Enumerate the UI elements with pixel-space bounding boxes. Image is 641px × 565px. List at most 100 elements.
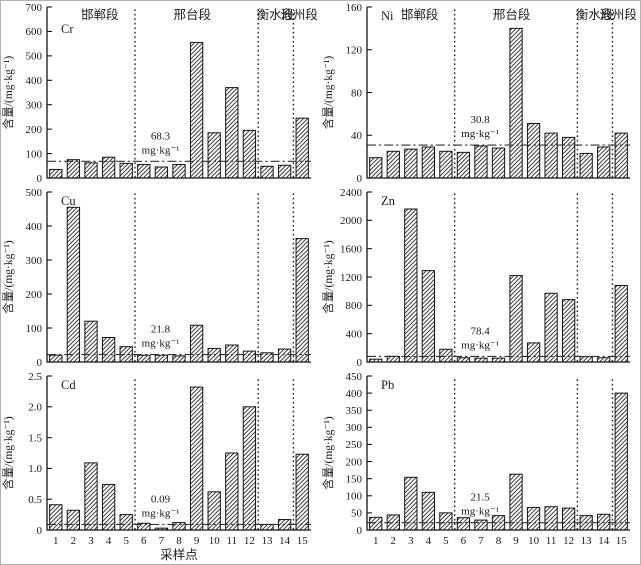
bar-ni-8 — [491, 147, 506, 179]
x-tick-label-pb: 14 — [598, 535, 610, 547]
bar-ni-13 — [579, 152, 593, 179]
reference-unit-label-cu: mg·kg⁻¹ — [142, 338, 180, 350]
bar-cu-6 — [137, 354, 151, 363]
y-tick-label-ni: 80 — [351, 87, 363, 99]
bar-cr-3 — [84, 162, 98, 179]
bar-ni-10 — [526, 122, 541, 179]
y-tick-label-pb: 250 — [346, 439, 363, 451]
bar-cu-1 — [49, 354, 63, 363]
bar-pb-9 — [509, 473, 523, 531]
chart-cu: 21.8 mg·kg⁻¹ 0 100 200 300 400 500 含量/(mg·kg⁻¹) C… — [1, 187, 311, 369]
reference-unit-label-ni: mg·kg⁻¹ — [461, 128, 499, 140]
x-tick-label-pb: 2 — [391, 535, 397, 547]
bar-ni-9 — [509, 27, 523, 179]
bar-pb-7 — [474, 519, 488, 531]
y-tick-label-cr: 500 — [26, 51, 43, 63]
y-tick-label-ni: 160 — [346, 2, 363, 14]
chart-cell-cu: 21.8 mg·kg⁻¹ 0 100 200 300 400 500 含量/(mg·kg⁻¹) C… — [1, 187, 321, 371]
reference-value-label-cd: 0.09 — [151, 493, 171, 505]
y-tick-label-ni: 40 — [351, 130, 363, 142]
chart-cell-zn: 78.4 mg·kg⁻¹ 0 400 800 1200 1600 2000 2400 含量/(mg… — [321, 187, 640, 371]
x-tick-label-cd: 9 — [194, 535, 200, 547]
x-tick-label-pb: 10 — [528, 535, 540, 547]
bar-zn-15 — [614, 285, 628, 363]
bars-cr — [49, 41, 309, 179]
bar-cr-11 — [225, 87, 239, 179]
element-label-cd: Cd — [61, 378, 76, 392]
bar-zn-2 — [386, 355, 400, 363]
bar-cu-4 — [101, 337, 116, 363]
section-label-3: 衡水段 — [257, 7, 295, 22]
y-axis-label-zn: 含量/(mg·kg⁻¹) — [321, 240, 335, 314]
bar-cu-15 — [295, 238, 309, 363]
bars-cu — [49, 206, 309, 363]
element-label-zn: Zn — [381, 194, 396, 208]
bar-cd-5 — [119, 514, 133, 531]
bar-cr-2 — [66, 159, 81, 179]
x-tick-label-pb: 15 — [616, 535, 628, 547]
bars-ni — [369, 27, 628, 179]
y-tick-label-pb: 150 — [346, 473, 363, 485]
section-label-4: 沧州段 — [280, 7, 318, 22]
reference-unit-label-pb: mg·kg⁻¹ — [461, 506, 499, 518]
y-tick-label-pb: 300 — [346, 422, 363, 434]
element-label-cr: Cr — [61, 22, 74, 36]
bar-cu-10 — [207, 347, 221, 363]
bar-ni-1 — [369, 157, 383, 179]
y-tick-label-pb: 100 — [346, 491, 363, 503]
bar-cu-2 — [66, 206, 81, 363]
bar-cr-12 — [242, 129, 257, 179]
bar-ni-6 — [456, 151, 471, 179]
chart-cell-cr: 68.3 mg·kg⁻¹ 0 100 200 300 400 500 600 700 含量/(mg·… — [1, 1, 321, 187]
bar-cd-15 — [295, 453, 309, 531]
y-tick-label-pb: 450 — [346, 371, 363, 383]
section-label-3: 衡水段 — [576, 7, 614, 22]
y-tick-label-cd: 0 — [37, 525, 43, 537]
bar-ni-4 — [421, 146, 436, 179]
y-tick-label-ni: 0 — [357, 173, 363, 185]
y-tick-label-cd: 2.0 — [28, 402, 42, 414]
y-axis-label-cr: 含量/(mg·kg⁻¹) — [1, 56, 15, 130]
bar-pb-6 — [456, 517, 471, 531]
bar-cr-13 — [260, 165, 274, 179]
bar-cd-11 — [225, 452, 239, 531]
x-tick-label-pb: 6 — [461, 535, 467, 547]
y-tick-label-zn: 1600 — [340, 243, 363, 255]
bar-cr-4 — [101, 156, 116, 179]
y-tick-label-zn: 2400 — [340, 187, 363, 199]
chart-cell-cd: 0.09 mg·kg⁻¹ 0 0.5 1.0 1.5 2.0 2.5 含量/(mg·kg⁻¹) C… — [1, 371, 321, 564]
x-tick-label-cd: 11 — [227, 535, 238, 547]
x-tick-label-pb: 4 — [426, 535, 432, 547]
reference-value-label-ni: 30.8 — [470, 114, 490, 126]
bar-ni-12 — [561, 136, 576, 179]
bar-cu-12 — [242, 350, 257, 363]
chart-ni: 30.8 mg·kg⁻¹ 0 40 80 120 160 含量/(mg·kg⁻¹) Ni 邯郸段 邢… — [321, 2, 637, 185]
y-tick-label-cr: 400 — [26, 75, 43, 87]
section-label-4: 沧州段 — [599, 7, 637, 22]
x-tick-label-pb: 11 — [546, 535, 557, 547]
bar-pb-5 — [439, 512, 453, 531]
reference-unit-label-cd: mg·kg⁻¹ — [142, 507, 180, 519]
x-tick-label-cd: 4 — [106, 535, 112, 547]
y-tick-label-cd: 0.5 — [28, 494, 42, 506]
bar-cd-8 — [172, 522, 186, 531]
chart-cell-ni: 30.8 mg·kg⁻¹ 0 40 80 120 160 含量/(mg·kg⁻¹) Ni 邯郸段 邢… — [321, 1, 640, 187]
bar-ni-5 — [439, 150, 453, 179]
y-tick-label-cu: 0 — [37, 357, 43, 369]
bar-pb-15 — [614, 392, 628, 531]
bar-cd-4 — [101, 483, 116, 531]
bar-zn-9 — [509, 275, 523, 363]
bar-ni-3 — [404, 148, 418, 179]
y-tick-label-pb: 350 — [346, 405, 363, 417]
section-label-1: 邯郸段 — [401, 7, 439, 22]
reference-value-label-cr: 68.3 — [151, 130, 171, 142]
y-tick-label-zn: 1200 — [340, 272, 363, 284]
y-tick-label-pb: 200 — [346, 456, 363, 468]
y-tick-label-cr: 300 — [26, 100, 43, 112]
bar-zn-11 — [544, 292, 558, 363]
bar-cd-12 — [242, 406, 257, 531]
x-tick-label-pb: 7 — [478, 535, 484, 547]
bar-pb-1 — [369, 516, 383, 531]
bar-cr-9 — [189, 41, 204, 179]
element-label-ni: Ni — [381, 9, 394, 23]
